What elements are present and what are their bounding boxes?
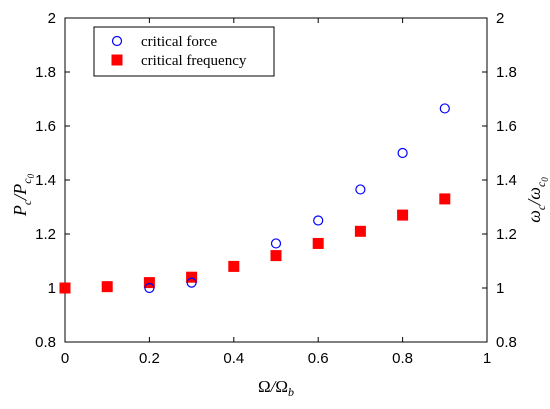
data-point-square — [312, 237, 324, 249]
data-point-square — [270, 250, 282, 262]
y-axis-label-left: Pc/Pc0 — [10, 173, 36, 217]
y-tick-label-right: 1 — [496, 280, 504, 297]
data-point-circle — [144, 282, 155, 294]
y-tick-label-left: 1.8 — [35, 64, 56, 81]
y-tick-label-right: 1.2 — [496, 226, 517, 243]
y-tick-label-left: 1 — [48, 280, 56, 297]
y-tick-label-left: 2 — [48, 10, 56, 27]
data-point-circle — [397, 147, 408, 159]
legend-label-critical-force: critical force — [141, 34, 218, 50]
legend-marker-critical-frequency — [111, 54, 123, 66]
y-tick-label-left: 1.2 — [35, 226, 56, 243]
legend-marker-critical-force — [111, 35, 123, 47]
y-tick-label-left: 1.4 — [35, 172, 56, 189]
legend-box — [93, 26, 275, 77]
series-critical-frequency — [59, 193, 451, 294]
series-critical-force — [144, 103, 450, 294]
data-point-circle — [355, 184, 366, 195]
legend: critical force critical frequency — [93, 26, 275, 77]
y-tick-label-right: 1.8 — [496, 64, 517, 81]
x-axis-ticks: 0 0.2 0.4 0.6 0.8 1 — [61, 18, 491, 367]
x-tick-label: 0.8 — [392, 350, 413, 367]
y-tick-label-right: 0.8 — [496, 334, 517, 351]
data-point-square — [59, 282, 71, 294]
data-point-square — [439, 193, 451, 205]
x-tick-label: 0.4 — [223, 350, 244, 367]
data-point-circle — [439, 103, 450, 114]
data-point-square — [101, 281, 113, 293]
x-tick-label: 1 — [483, 350, 491, 367]
x-tick-label: 0.2 — [139, 350, 160, 367]
x-tick-label: 0 — [61, 350, 69, 367]
data-point-square — [186, 271, 198, 283]
data-point-square — [143, 277, 155, 289]
y-tick-label-right: 1.6 — [496, 118, 517, 135]
y-tick-label-right: 2 — [496, 10, 504, 27]
data-point-square — [228, 260, 240, 272]
data-point-square — [354, 225, 366, 237]
y-axis-label-right: ωc/ωc0 — [524, 177, 550, 223]
legend-label-critical-frequency: critical frequency — [141, 53, 247, 69]
data-point-square — [397, 209, 409, 221]
y-tick-label-left: 1.6 — [35, 118, 56, 135]
y-axis-ticks: 0.8 0.8 1 1 1.2 1.2 1.4 1.4 1.6 1.6 1.8 1.8 2 2 — [35, 10, 517, 351]
data-point-circle — [270, 238, 282, 249]
x-tick-label: 0.6 — [308, 350, 329, 367]
y-tick-label-right: 1.4 — [496, 172, 517, 189]
x-axis-label: Ω/Ωb — [258, 377, 294, 399]
data-point-circle — [186, 277, 197, 288]
data-point-circle — [313, 215, 324, 226]
y-tick-label-left: 0.8 — [35, 334, 56, 351]
data-series — [59, 103, 451, 294]
